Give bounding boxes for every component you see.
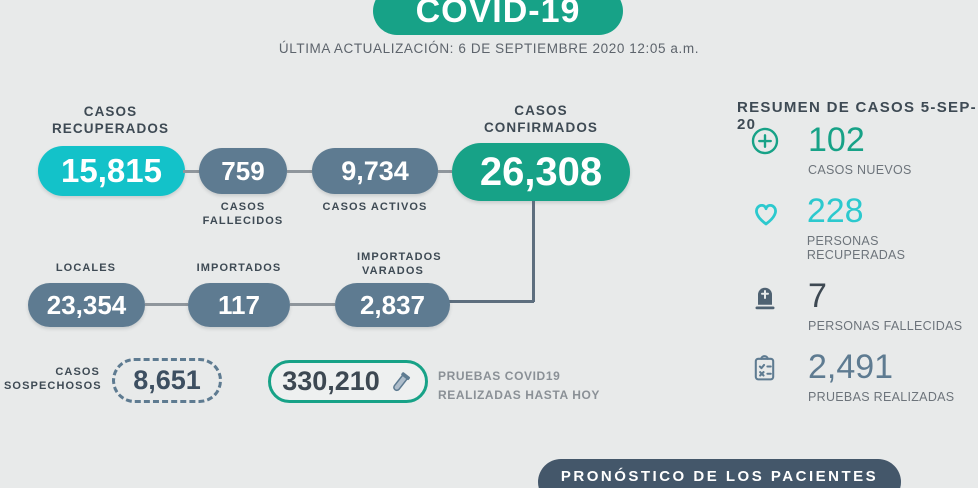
stranded-pill[interactable]: 2,837 xyxy=(335,283,450,327)
summary-title: RESUMEN DE CASOS 5-SEP-20 xyxy=(737,99,977,133)
imported-label: IMPORTADOS xyxy=(196,262,282,274)
recovered-label: CASOS RECUPERADOS xyxy=(51,104,170,136)
deceased-persons-label: PERSONAS FALLECIDAS xyxy=(808,319,963,333)
connector-line xyxy=(145,303,188,306)
summary-item-recovered: 228 PERSONAS RECUPERADAS xyxy=(750,193,975,262)
clipboard-icon xyxy=(750,349,784,404)
recovered-pill[interactable]: 15,815 xyxy=(38,146,185,196)
active-pill[interactable]: 9,734 xyxy=(312,148,438,194)
summary-item-deceased: 7 PERSONAS FALLECIDAS xyxy=(750,278,975,333)
deaths-label: CASOS FALLECIDOS xyxy=(202,201,284,227)
new-cases-label: CASOS NUEVOS xyxy=(808,163,912,177)
deceased-persons-value: 7 xyxy=(808,277,827,315)
heart-icon xyxy=(750,193,783,262)
recovered-value: 15,815 xyxy=(61,152,162,189)
tombstone-icon xyxy=(750,278,784,333)
summary-list: 102 CASOS NUEVOS 228 PERSONAS RECUPERADA… xyxy=(750,122,975,420)
deaths-value: 759 xyxy=(221,155,265,186)
recovered-persons-label: PERSONAS RECUPERADAS xyxy=(806,234,906,262)
connector-line xyxy=(287,170,312,173)
suspected-label: CASOS SOSPECHOSOS xyxy=(4,366,102,392)
imported-pill[interactable]: 117 xyxy=(188,283,290,327)
recovered-persons-value: 228 xyxy=(806,192,864,230)
confirmed-value: 26,308 xyxy=(479,149,603,194)
local-pill[interactable]: 23,354 xyxy=(28,283,145,327)
stranded-label: IMPORTADOS VARADOS xyxy=(357,251,442,277)
tests-caption: PRUEBAS COVID19 REALIZADAS HASTA HOY xyxy=(438,369,600,402)
elbow-connector-horizontal xyxy=(448,300,534,303)
page-title-text: COVID-19 xyxy=(415,0,581,30)
summary-item-new-cases: 102 CASOS NUEVOS xyxy=(750,122,975,177)
tests-pill[interactable]: 330,210 xyxy=(268,360,428,403)
plus-circle-icon xyxy=(750,122,784,177)
active-label: CASOS ACTIVOS xyxy=(322,201,428,213)
suspected-value: 8,651 xyxy=(133,365,201,395)
suspected-pill[interactable]: 8,651 xyxy=(112,358,222,403)
new-cases-value: 102 xyxy=(808,121,865,159)
local-label: LOCALES xyxy=(55,262,117,274)
connector-line xyxy=(183,170,200,173)
stranded-value: 2,837 xyxy=(359,289,426,320)
connector-line xyxy=(290,303,335,306)
confirmed-pill[interactable]: 26,308 xyxy=(452,143,630,201)
active-value: 9,734 xyxy=(341,155,409,186)
testtube-icon xyxy=(388,369,414,395)
patient-prognosis-button-label: PRONÓSTICO DE LOS PACIENTES xyxy=(560,468,879,485)
deaths-pill[interactable]: 759 xyxy=(199,148,287,194)
confirmed-label: CASOS CONFIRMADOS xyxy=(483,103,599,135)
imported-value: 117 xyxy=(218,289,260,320)
page-title: COVID-19 xyxy=(373,0,623,35)
last-update-text: ÚLTIMA ACTUALIZACIÓN: 6 DE SEPTIEMBRE 20… xyxy=(278,41,700,56)
tests-done-label: PRUEBAS REALIZADAS xyxy=(808,390,955,404)
local-value: 23,354 xyxy=(46,289,127,320)
tests-value: 330,210 xyxy=(282,366,380,396)
connector-line xyxy=(438,170,452,173)
patient-prognosis-button[interactable]: PRONÓSTICO DE LOS PACIENTES xyxy=(538,459,901,488)
tests-done-value: 2,491 xyxy=(808,348,894,386)
summary-item-tests: 2,491 PRUEBAS REALIZADAS xyxy=(750,349,975,404)
elbow-connector-vertical xyxy=(532,201,535,302)
